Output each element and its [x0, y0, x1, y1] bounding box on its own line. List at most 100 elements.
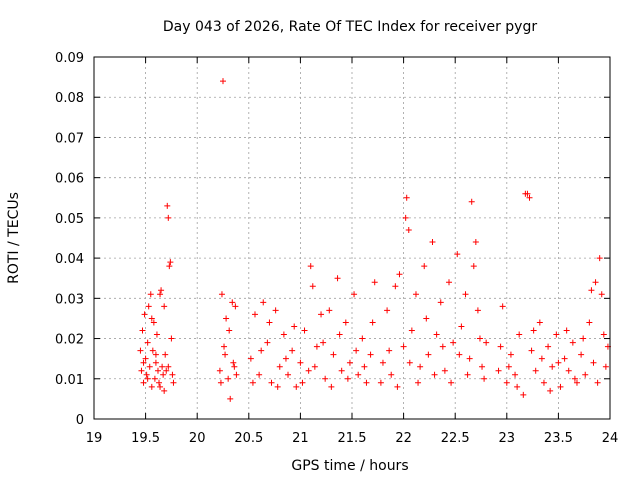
data-point — [386, 347, 393, 354]
data-point — [520, 391, 527, 398]
data-point — [441, 367, 448, 374]
data-point — [355, 371, 362, 378]
data-point — [392, 283, 399, 290]
data-point — [336, 331, 343, 338]
data-points — [137, 78, 611, 402]
data-point — [141, 311, 148, 318]
data-point — [512, 371, 519, 378]
data-point — [157, 383, 164, 390]
x-tick-label: 22 — [395, 431, 412, 446]
data-point — [282, 355, 289, 362]
data-point — [221, 343, 228, 350]
data-point — [297, 359, 304, 366]
y-tick-labels: 0 0.01 0.02 0.03 0.04 0.05 0.06 0.07 0.08 0.09 — [55, 51, 84, 428]
data-point — [154, 367, 161, 374]
data-point — [140, 359, 147, 366]
x-tick-label: 22.5 — [441, 431, 470, 446]
data-point — [479, 363, 486, 370]
data-point — [266, 319, 273, 326]
data-point — [545, 343, 552, 350]
data-point — [346, 359, 353, 366]
data-point — [571, 375, 578, 382]
data-point — [476, 335, 483, 342]
data-point — [258, 347, 265, 354]
data-point — [497, 343, 504, 350]
data-point — [526, 194, 533, 201]
data-point — [590, 359, 597, 366]
data-point — [216, 367, 223, 374]
data-point — [299, 379, 306, 386]
data-point — [148, 315, 155, 322]
data-point — [580, 335, 587, 342]
data-point — [388, 371, 395, 378]
data-point — [470, 263, 477, 270]
data-point — [152, 351, 159, 358]
data-point — [433, 331, 440, 338]
data-point — [156, 379, 163, 386]
data-point — [338, 367, 345, 374]
data-point — [230, 359, 237, 366]
data-point — [458, 323, 465, 330]
data-point — [377, 379, 384, 386]
data-point — [596, 255, 603, 262]
data-point — [371, 279, 378, 286]
x-axis-label: GPS time / hours — [291, 458, 408, 474]
data-point — [218, 291, 225, 298]
data-point — [468, 198, 475, 205]
data-point — [256, 371, 263, 378]
data-point — [394, 383, 401, 390]
data-point — [291, 323, 298, 330]
data-point — [301, 327, 308, 334]
gridlines — [94, 57, 610, 419]
data-point — [540, 379, 547, 386]
y-tick-label: 0.04 — [55, 252, 84, 267]
data-point — [495, 367, 502, 374]
data-point — [328, 383, 335, 390]
data-point — [268, 379, 275, 386]
data-point — [439, 343, 446, 350]
data-point — [363, 379, 370, 386]
data-point — [247, 355, 254, 362]
plot-border — [93, 56, 611, 420]
y-axis-label: ROTI / TECUs — [6, 192, 22, 284]
data-point — [557, 383, 564, 390]
data-point — [225, 375, 232, 382]
data-point — [573, 379, 580, 386]
data-point — [150, 319, 157, 326]
data-point — [226, 327, 233, 334]
data-point — [163, 367, 170, 374]
data-point — [137, 347, 144, 354]
data-point — [334, 275, 341, 282]
y-tick-label: 0.06 — [55, 172, 84, 187]
data-point — [320, 339, 327, 346]
data-point — [305, 367, 312, 374]
data-point — [159, 363, 166, 370]
data-point — [602, 363, 609, 370]
data-point — [417, 363, 424, 370]
x-tick-label: 24 — [602, 431, 619, 446]
data-point — [565, 367, 572, 374]
data-point — [161, 303, 168, 310]
data-point — [514, 383, 521, 390]
chart-title: Day 043 of 2026, Rate Of TEC Index for r… — [163, 19, 537, 35]
data-point — [359, 335, 366, 342]
y-tick-label: 0.05 — [55, 212, 84, 227]
data-point — [464, 371, 471, 378]
data-point — [143, 371, 150, 378]
data-point — [148, 383, 155, 390]
data-point — [169, 371, 176, 378]
data-point — [170, 379, 177, 386]
data-point — [152, 359, 159, 366]
data-point — [217, 379, 224, 386]
data-point — [538, 355, 545, 362]
data-point — [162, 351, 169, 358]
x-tick-labels: 19 19.5 20 20.5 21 21.5 22 22.5 23 23.5 24 — [86, 431, 619, 446]
data-point — [505, 363, 512, 370]
data-point — [264, 339, 271, 346]
data-point — [528, 347, 535, 354]
data-point — [481, 375, 488, 382]
data-point — [272, 307, 279, 314]
data-point — [600, 331, 607, 338]
y-tick-label: 0.09 — [55, 51, 84, 66]
